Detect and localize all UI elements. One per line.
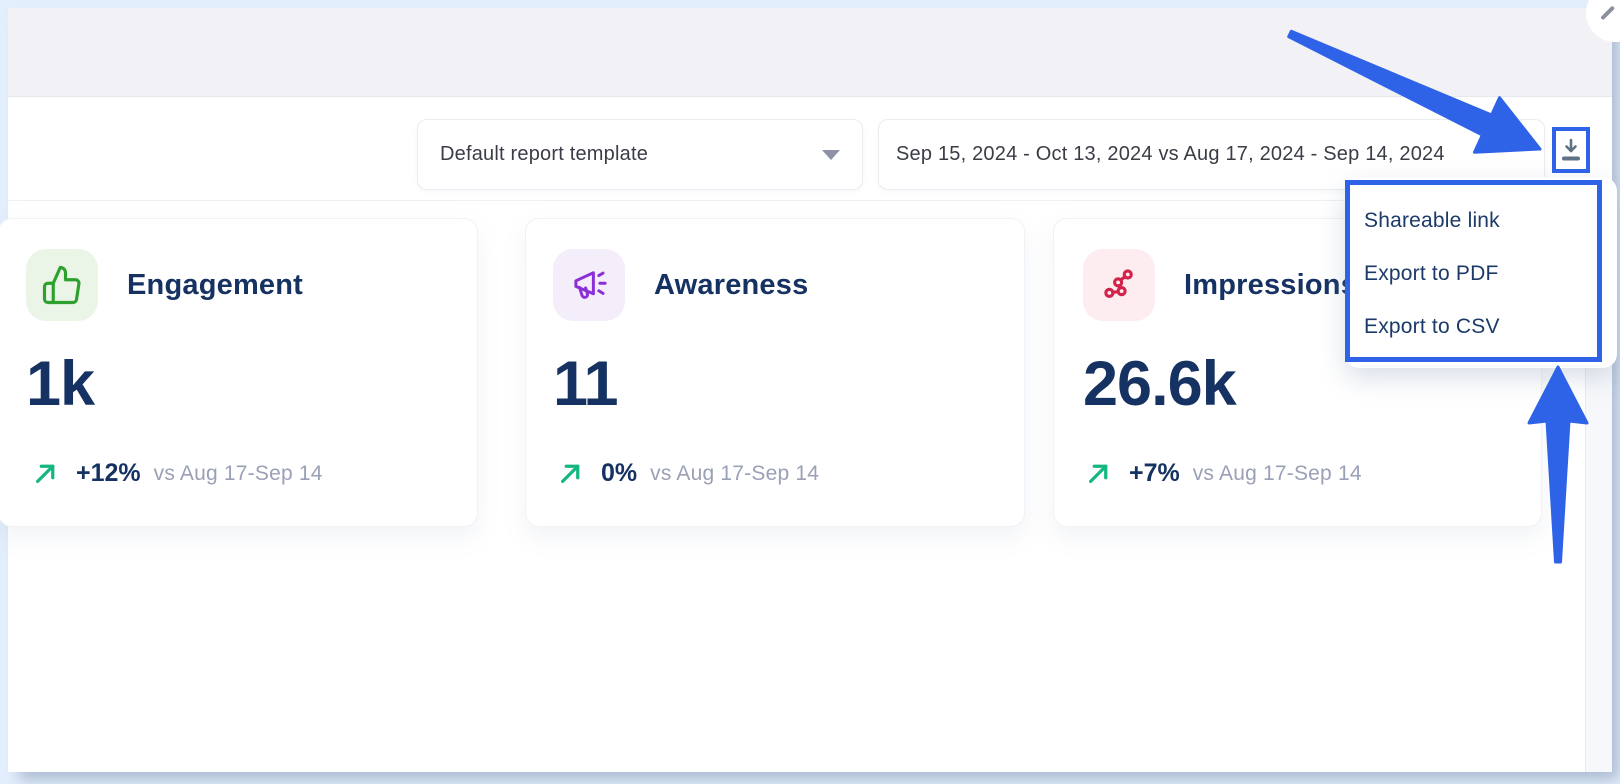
menu-item-export-pdf[interactable]: Export to PDF <box>1364 261 1499 285</box>
report-template-value: Default report template <box>440 143 649 165</box>
trend-up-icon <box>1089 464 1108 483</box>
annotation-highlight-download <box>1552 127 1590 173</box>
card-value: 1k <box>26 349 95 419</box>
report-template-select[interactable]: Default report template <box>417 119 863 190</box>
menu-item-export-csv[interactable]: Export to CSV <box>1364 314 1500 338</box>
compare-period: vs Aug 17-Sep 14 <box>1192 461 1362 485</box>
awareness-icon-tile <box>553 249 625 321</box>
card-engagement: Engagement 1k +12% vs Aug 17-Sep 14 <box>0 218 478 527</box>
card-title: Awareness <box>654 268 809 301</box>
delta-value: +12% <box>76 459 141 487</box>
scatter-icon <box>1104 269 1133 298</box>
delta-value: 0% <box>601 459 638 487</box>
compare-period: vs Aug 17-Sep 14 <box>153 461 323 485</box>
trend-up-icon <box>561 464 580 483</box>
trend-up-icon <box>36 464 55 483</box>
impressions-icon-tile <box>1083 249 1155 321</box>
menu-item-shareable-link[interactable]: Shareable link <box>1364 208 1500 232</box>
chevron-down-icon <box>822 149 840 160</box>
card-title: Impressions <box>1184 268 1358 301</box>
toolbar-divider <box>8 200 1584 201</box>
download-icon <box>1562 138 1580 161</box>
megaphone-icon <box>574 271 607 299</box>
thumbs-up-icon <box>42 265 81 305</box>
delta-value: +7% <box>1129 459 1180 487</box>
card-title: Engagement <box>127 268 304 301</box>
compare-period: vs Aug 17-Sep 14 <box>650 461 820 485</box>
engagement-icon-tile <box>26 249 98 321</box>
card-value: 26.6k <box>1083 349 1237 419</box>
export-menu: Shareable link Export to PDF Export to C… <box>1345 180 1602 362</box>
header-strip <box>8 8 1612 97</box>
date-range-value: Sep 15, 2024 - Oct 13, 2024 vs Aug 17, 2… <box>896 143 1445 165</box>
app-frame: Default report template Sep 15, 2024 - O… <box>0 8 1617 772</box>
card-value: 11 <box>553 349 619 419</box>
card-awareness: Awareness 11 0% vs Aug 17-Sep 14 <box>525 218 1025 527</box>
download-button[interactable] <box>1558 135 1584 165</box>
